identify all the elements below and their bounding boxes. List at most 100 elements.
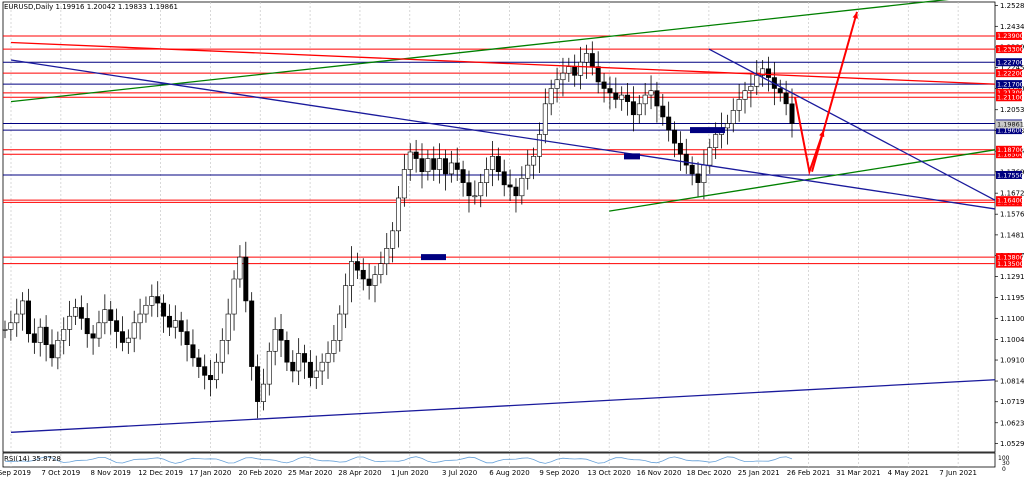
candle-body [354, 261, 360, 271]
candle-body [108, 309, 114, 321]
candle-body [149, 296, 155, 306]
candle-body [554, 79, 560, 89]
candle-body [343, 285, 349, 315]
candle-body [143, 304, 149, 315]
candle-body [701, 164, 707, 183]
candle-body [102, 309, 108, 324]
candle-body [531, 156, 537, 166]
candle-body [466, 182, 472, 197]
candle-body [219, 340, 225, 363]
y-tick-label: 1.05290 [1000, 440, 1024, 448]
candle-body [225, 313, 231, 341]
candle-body [548, 88, 554, 105]
x-tick-label: 12 Dec 2019 [138, 469, 183, 477]
support-level-tag [996, 126, 1022, 135]
y-tick-label: 1.16720 [1000, 190, 1024, 198]
candle-body [484, 169, 490, 183]
rsi-level-mid: 30 [1002, 460, 1010, 467]
candle-body [683, 153, 689, 166]
x-tick-label: 31 Mar 2021 [836, 469, 880, 477]
rsi-line [4, 456, 793, 464]
candle-body [501, 171, 507, 186]
resistance-level-tag [996, 88, 1022, 97]
candle-body [213, 361, 219, 381]
candle-body [489, 156, 495, 170]
candle-body [319, 361, 325, 372]
candle-body [378, 263, 384, 275]
candle-body [437, 158, 443, 170]
candle-body [266, 350, 272, 385]
x-tick-label: 25 Mar 2020 [288, 469, 332, 477]
candle-body [542, 103, 548, 135]
resistance-level-tag [996, 145, 1022, 154]
resistance-level-tag [996, 196, 1022, 205]
candle-body [284, 340, 290, 363]
support-level-tag-text: 1.22700 [997, 59, 1024, 67]
candle-body [131, 322, 137, 339]
candle-body [272, 329, 278, 352]
candle-body [654, 90, 660, 107]
candle-body [61, 329, 67, 341]
resistance-level-tag [996, 93, 1022, 102]
candle-body [507, 184, 513, 188]
candle-body [161, 302, 167, 317]
resistance-level-tag [996, 253, 1022, 262]
candle-body [419, 158, 425, 173]
candle-body [202, 366, 208, 376]
candle-body [413, 151, 419, 159]
y-tick-label: 1.11950 [1000, 294, 1024, 302]
candle-body [625, 94, 631, 102]
candle-body [90, 333, 96, 339]
candle-body [448, 162, 454, 175]
trend-line [609, 149, 996, 212]
candle-body [713, 134, 719, 148]
candle-body [566, 66, 572, 74]
zone-block [421, 254, 446, 261]
candle-body [736, 99, 742, 111]
candle-body [137, 313, 143, 324]
y-tick-label: 1.22450 [1000, 64, 1024, 72]
candle-body [302, 353, 308, 363]
candle-body [695, 173, 701, 183]
candle-body [519, 177, 525, 197]
candle-body [478, 182, 484, 197]
candle-body [760, 68, 766, 76]
candle-body [313, 370, 319, 378]
candle-body [290, 361, 296, 372]
y-tick-label: 1.10045 [1000, 336, 1024, 344]
candle-body [724, 123, 730, 129]
candle-body [578, 61, 584, 76]
candle-body [742, 90, 748, 100]
trend-line [10, 59, 996, 210]
candle-body [296, 353, 302, 372]
candle-body [184, 331, 190, 346]
candle-body [331, 340, 337, 354]
candle-body [431, 158, 437, 170]
y-tick-label: 1.25285 [1000, 2, 1024, 10]
support-level-tag [996, 170, 1022, 179]
y-tick-label: 1.15760 [1000, 211, 1024, 219]
candle-body [25, 300, 31, 335]
y-tick-label: 1.08140 [1000, 378, 1024, 386]
x-tick-label: 4 May 2021 [888, 469, 929, 477]
support-level-tag [996, 80, 1022, 89]
plot-frame [2, 1, 996, 453]
candle-body [14, 313, 20, 324]
candle-body [572, 66, 578, 76]
candle-body [366, 278, 372, 286]
x-tick-label: 26 Feb 2021 [787, 469, 831, 477]
x-tick-label: 20 Feb 2020 [238, 469, 282, 477]
y-tick-label: 1.06235 [1000, 419, 1024, 427]
current-price-tag [996, 120, 1022, 129]
candle-body [460, 169, 466, 183]
trend-line [708, 48, 996, 201]
candle-body [43, 326, 49, 346]
resistance-level-tag [996, 31, 1022, 40]
candle-body [672, 129, 678, 144]
candle-body [777, 88, 783, 94]
y-tick-label: 1.11005 [1000, 315, 1024, 323]
x-tick-label: 28 Apr 2020 [338, 469, 381, 477]
resistance-level-tag [996, 45, 1022, 54]
candle-body [172, 320, 178, 328]
candle-body [249, 300, 255, 367]
